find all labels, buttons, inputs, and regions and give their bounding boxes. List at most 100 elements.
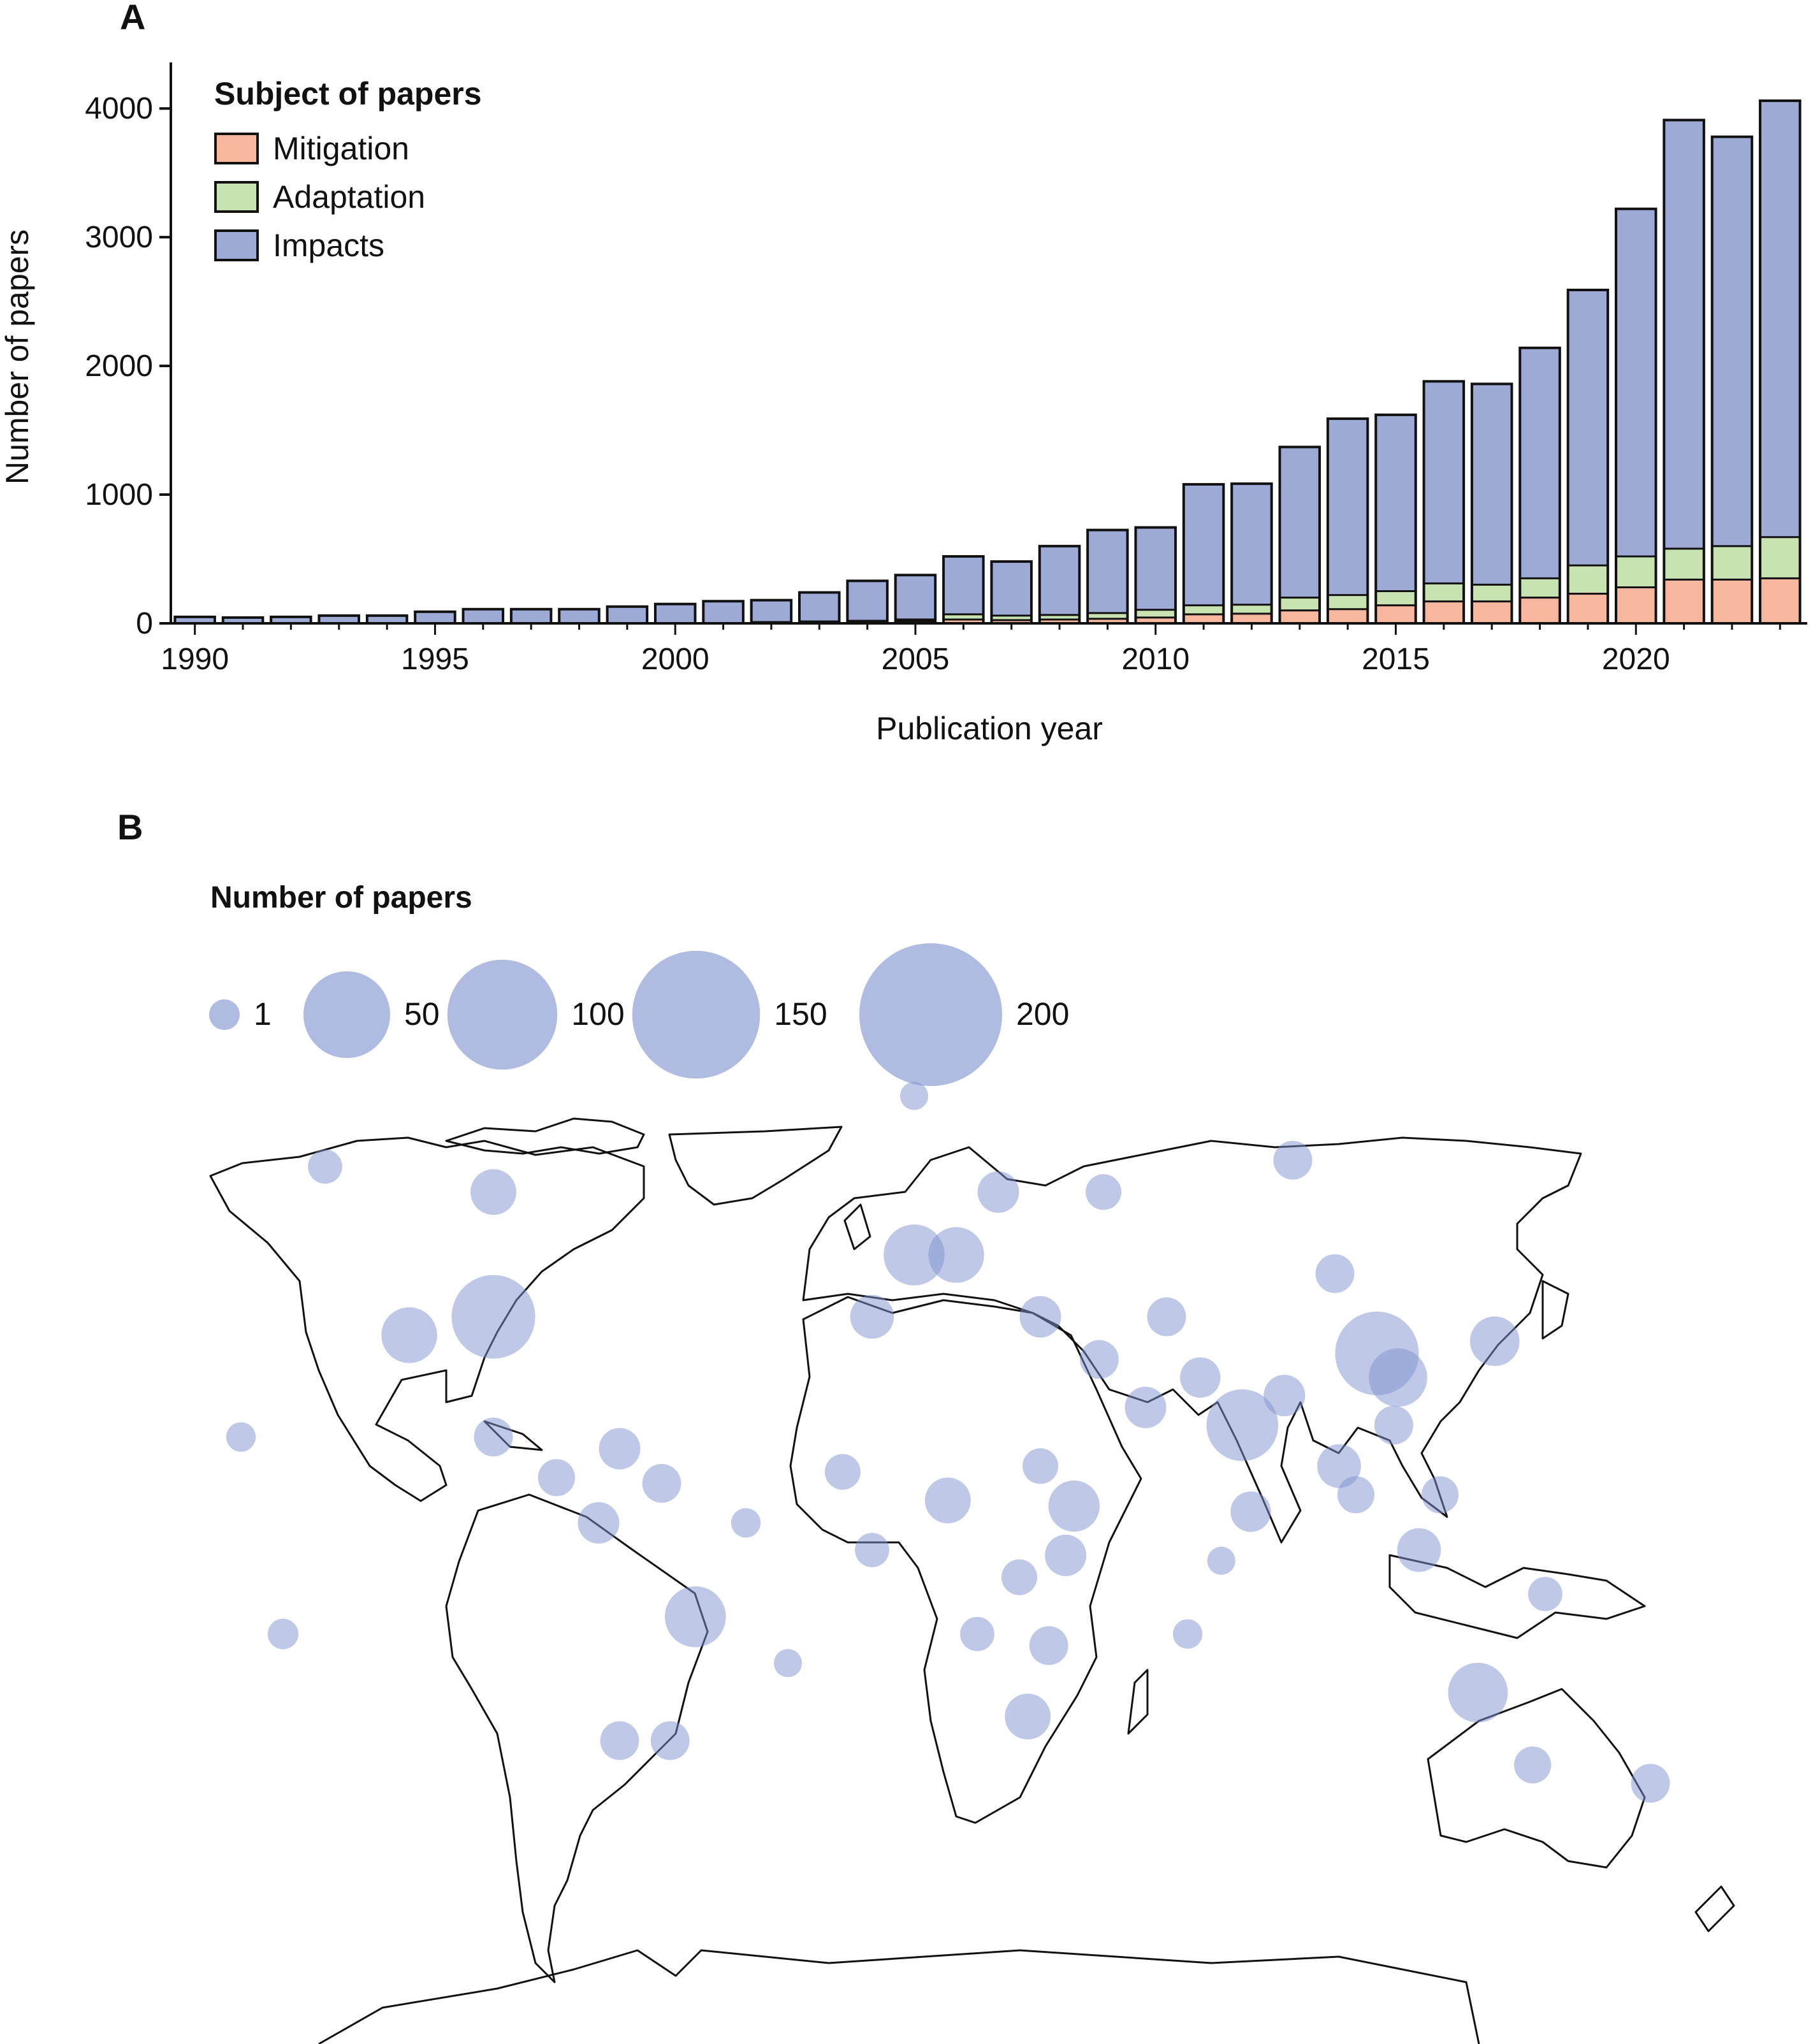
- map-bubble: [1421, 1476, 1459, 1514]
- map-bubble: [884, 1224, 945, 1286]
- bubble-size-legend: 1 50 100 150 200: [209, 943, 1069, 1086]
- bar-segment-adaptation-2017: [1471, 584, 1512, 602]
- bar-outline-1999: [606, 605, 649, 625]
- bar-outline-2022: [1710, 135, 1754, 625]
- map-bubble: [1048, 1480, 1100, 1532]
- map-bubble: [470, 1169, 516, 1215]
- bar-segment-impacts-2010: [1135, 527, 1176, 610]
- bar-segment-impacts-1998: [559, 609, 599, 623]
- landmass-indonesia: [1388, 1554, 1646, 1639]
- bar-segment-impacts-2016: [1423, 381, 1464, 584]
- bar-segment-impacts-2009: [1088, 530, 1128, 613]
- map-bubble: [928, 1227, 984, 1283]
- bar-outline-2008: [1038, 544, 1081, 625]
- bar-outline-2013: [1278, 446, 1321, 625]
- bar-segment-adaptation-2008: [1039, 614, 1080, 620]
- map-bubble: [1022, 1448, 1059, 1484]
- bar-outline-2007: [990, 560, 1033, 625]
- map-bubble: [474, 1417, 513, 1457]
- landmass-greenland: [668, 1126, 843, 1206]
- bar-segment-impacts-2015: [1376, 414, 1416, 591]
- bar-segment-impacts-2014: [1327, 418, 1368, 595]
- map-bubble: [642, 1463, 681, 1503]
- bubble-legend-circle-1: [209, 999, 240, 1030]
- bar-segment-impacts-2005: [895, 575, 936, 620]
- bar-segment-impacts-2013: [1279, 447, 1320, 598]
- bubble-legend-circle-200: [859, 943, 1002, 1086]
- map-bubble: [1206, 1389, 1279, 1461]
- bar-segment-impacts-2011: [1183, 484, 1224, 605]
- bubble-legend-label-200: 200: [1016, 996, 1069, 1032]
- x-tick-label: 1995: [401, 642, 469, 676]
- legend-swatch-adaptation: [214, 181, 259, 213]
- bar-segment-mitigation-2009: [1088, 618, 1128, 623]
- map-bubble: [578, 1502, 620, 1544]
- map-bubble: [650, 1721, 690, 1760]
- bar-outline-1993: [317, 614, 361, 625]
- bubble-legend-label-1: 1: [254, 996, 272, 1032]
- map-bubble: [537, 1459, 576, 1497]
- bubble-legend-title: Number of papers: [210, 881, 472, 915]
- bar-segment-impacts-2012: [1232, 483, 1272, 605]
- map-bubble: [1172, 1619, 1203, 1649]
- landmass-north-america: [209, 1136, 645, 1502]
- map-bubble: [1085, 1174, 1122, 1210]
- map-bubble: [1448, 1662, 1508, 1723]
- bar-outline-1994: [365, 614, 409, 625]
- map-bubble: [599, 1428, 641, 1470]
- bar-segment-impacts-2006: [943, 556, 984, 614]
- panel-b-label: B: [117, 807, 143, 847]
- bar-segment-impacts-1996: [463, 609, 504, 623]
- map-bubble: [1019, 1296, 1061, 1338]
- bar-segment-adaptation-2018: [1520, 578, 1560, 598]
- bar-segment-mitigation-2012: [1232, 613, 1272, 623]
- bar-segment-mitigation-2017: [1471, 601, 1512, 623]
- bar-outline-2012: [1230, 482, 1273, 625]
- bubble-legend-label-150: 150: [774, 996, 827, 1032]
- map-bubble: [855, 1533, 889, 1567]
- bar-segment-impacts-2019: [1568, 289, 1608, 566]
- map-bubble: [1514, 1746, 1552, 1784]
- bar-segment-mitigation-2006: [943, 619, 984, 623]
- y-tick-label: 2000: [85, 349, 153, 383]
- bar-outline-2002: [750, 598, 793, 625]
- panel-a-label: A: [120, 0, 146, 37]
- bar-segment-impacts-2001: [703, 601, 743, 623]
- bar-segment-mitigation-2010: [1135, 617, 1176, 623]
- bar-segment-mitigation-2019: [1568, 593, 1608, 623]
- map-bubble: [899, 1082, 929, 1110]
- stacked-bar-chart: Subject of papers Mitigation Adaptation Imp…: [0, 62, 1807, 746]
- map-bubble: [226, 1422, 256, 1452]
- map-bubble: [1180, 1357, 1221, 1398]
- bar-segment-impacts-1990: [175, 616, 215, 623]
- bar-outline-2021: [1663, 119, 1705, 625]
- x-tick-label: 2000: [641, 642, 710, 676]
- map-bubble: [1631, 1764, 1670, 1803]
- bar-outline-2001: [702, 600, 745, 625]
- bar-segment-impacts-2020: [1615, 208, 1656, 556]
- map-bubble: [1001, 1559, 1038, 1595]
- bubble-layer: [226, 1082, 1670, 1803]
- bar-segment-adaptation-2022: [1712, 546, 1752, 580]
- bar-segment-impacts-2017: [1471, 384, 1512, 585]
- y-tick-label: 0: [136, 607, 153, 641]
- bubble-legend-circle-50: [303, 971, 390, 1058]
- chart-legend: Subject of papers Mitigation Adaptation Imp…: [214, 76, 482, 263]
- map-bubble: [1469, 1316, 1520, 1366]
- bar-outline-1992: [270, 615, 312, 625]
- bubble-legend-circle-100: [447, 959, 558, 1070]
- map-bubble: [773, 1649, 803, 1678]
- map-bubble: [1079, 1340, 1119, 1379]
- bar-segment-adaptation-2009: [1088, 612, 1128, 619]
- chart-bars: [173, 99, 1802, 625]
- bubble-legend-circle-150: [632, 950, 761, 1079]
- map-bubble: [977, 1171, 1019, 1213]
- bar-segment-adaptation-2016: [1423, 583, 1464, 602]
- bar-outline-1998: [558, 607, 601, 625]
- bar-outline-1990: [173, 615, 216, 625]
- map-bubble: [1230, 1491, 1271, 1532]
- bar-segment-adaptation-2007: [991, 615, 1031, 620]
- x-axis-label: Publication year: [876, 711, 1103, 746]
- bar-segment-impacts-1992: [271, 616, 311, 623]
- bar-segment-adaptation-2014: [1327, 595, 1368, 609]
